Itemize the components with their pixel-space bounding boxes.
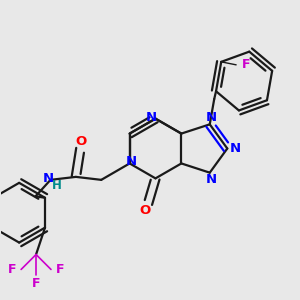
Text: F: F	[32, 277, 40, 290]
Text: N: N	[206, 173, 217, 186]
Text: F: F	[56, 263, 64, 276]
Text: N: N	[230, 142, 241, 155]
Text: O: O	[140, 204, 151, 217]
Text: F: F	[242, 58, 250, 71]
Text: N: N	[206, 111, 217, 124]
Text: O: O	[75, 135, 87, 148]
Text: N: N	[146, 111, 157, 124]
Text: F: F	[8, 263, 16, 276]
Text: N: N	[43, 172, 54, 185]
Text: H: H	[52, 179, 61, 192]
Text: N: N	[126, 155, 137, 168]
